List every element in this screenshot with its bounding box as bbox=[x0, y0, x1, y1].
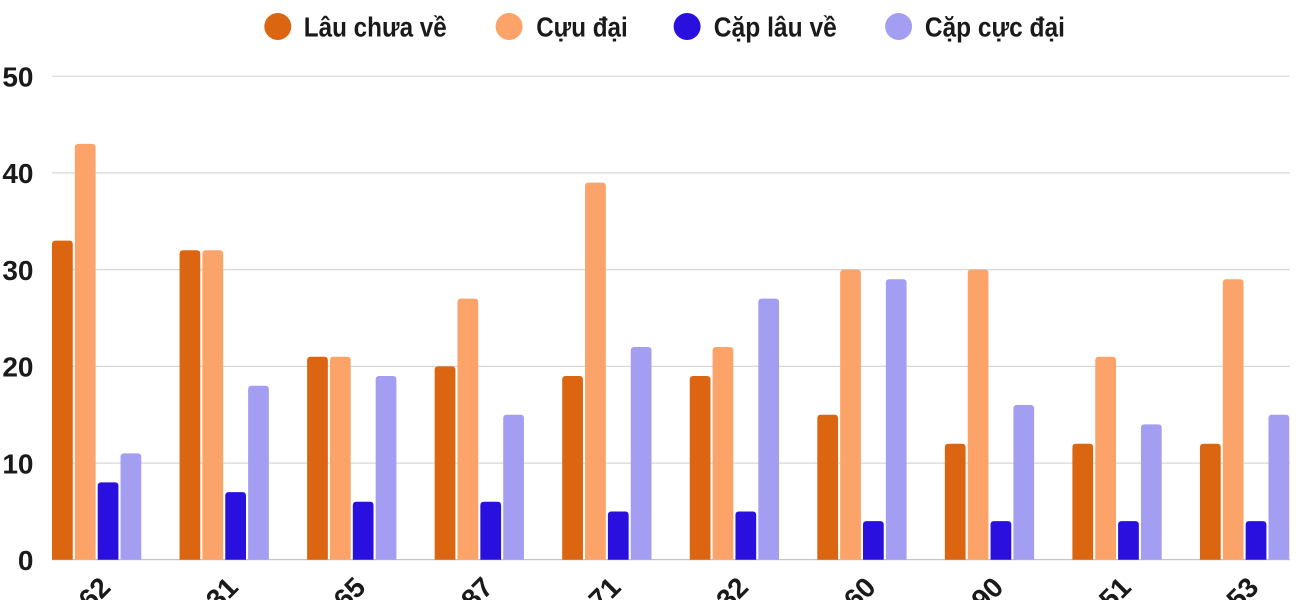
svg-text:50: 50 bbox=[2, 61, 33, 92]
svg-text:20: 20 bbox=[2, 352, 33, 383]
svg-text:62: 62 bbox=[72, 571, 116, 600]
svg-text:90: 90 bbox=[965, 571, 1009, 600]
svg-text:65: 65 bbox=[327, 571, 371, 600]
svg-text:30: 30 bbox=[2, 255, 33, 286]
svg-text:51: 51 bbox=[1093, 571, 1137, 600]
svg-text:Cặp lâu về: Cặp lâu về bbox=[714, 12, 837, 43]
svg-text:71: 71 bbox=[583, 571, 627, 600]
svg-text:40: 40 bbox=[2, 158, 33, 189]
svg-text:87: 87 bbox=[455, 571, 499, 600]
svg-text:60: 60 bbox=[838, 571, 882, 600]
svg-text:53: 53 bbox=[1220, 571, 1264, 600]
svg-text:10: 10 bbox=[2, 448, 33, 479]
svg-text:31: 31 bbox=[200, 571, 244, 600]
svg-text:32: 32 bbox=[710, 571, 754, 600]
svg-text:Lâu chưa về: Lâu chưa về bbox=[304, 12, 447, 43]
svg-text:Cựu đại: Cựu đại bbox=[536, 12, 628, 43]
svg-text:Cặp cực đại: Cặp cực đại bbox=[925, 12, 1065, 43]
svg-text:0: 0 bbox=[18, 545, 34, 576]
